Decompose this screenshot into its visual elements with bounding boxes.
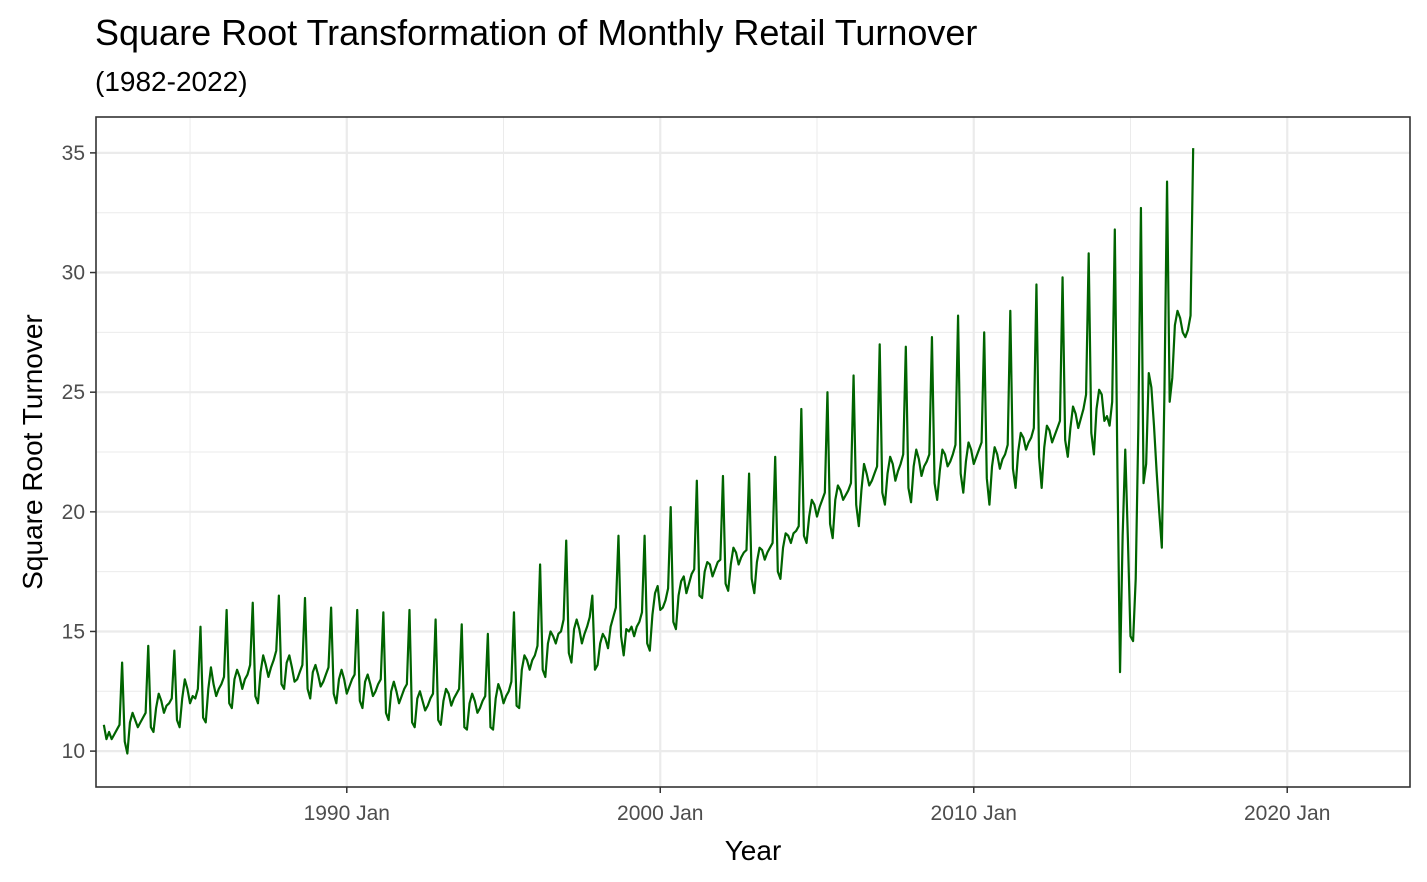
y-axis: 10 15 20 25 30 35 — [62, 142, 96, 763]
y-tick-label: 15 — [62, 620, 85, 643]
y-axis-title: Square Root Turnover — [17, 314, 48, 590]
y-tick-label: 10 — [62, 740, 85, 763]
chart-title: Square Root Transformation of Monthly Re… — [95, 12, 978, 53]
x-tick-label: 2000 Jan — [617, 802, 703, 825]
x-axis-title: Year — [725, 835, 782, 866]
minor-gridlines — [96, 117, 1410, 787]
x-axis: 1990 Jan 2000 Jan 2010 Jan 2020 Jan — [304, 787, 1330, 825]
series-line-0 — [102, 148, 1195, 755]
panel-border — [95, 116, 1411, 788]
chart-subtitle: (1982-2022) — [95, 66, 248, 97]
y-tick-label: 20 — [62, 501, 85, 524]
y-tick-label: 30 — [62, 262, 85, 285]
x-tick-label: 2020 Jan — [1244, 802, 1330, 825]
major-gridlines — [96, 117, 1410, 787]
x-tick-label: 2010 Jan — [931, 802, 1017, 825]
x-tick-label: 1990 Jan — [304, 802, 390, 825]
series-layer — [102, 148, 1195, 755]
y-tick-label: 35 — [62, 142, 85, 165]
y-tick-label: 25 — [62, 381, 85, 404]
